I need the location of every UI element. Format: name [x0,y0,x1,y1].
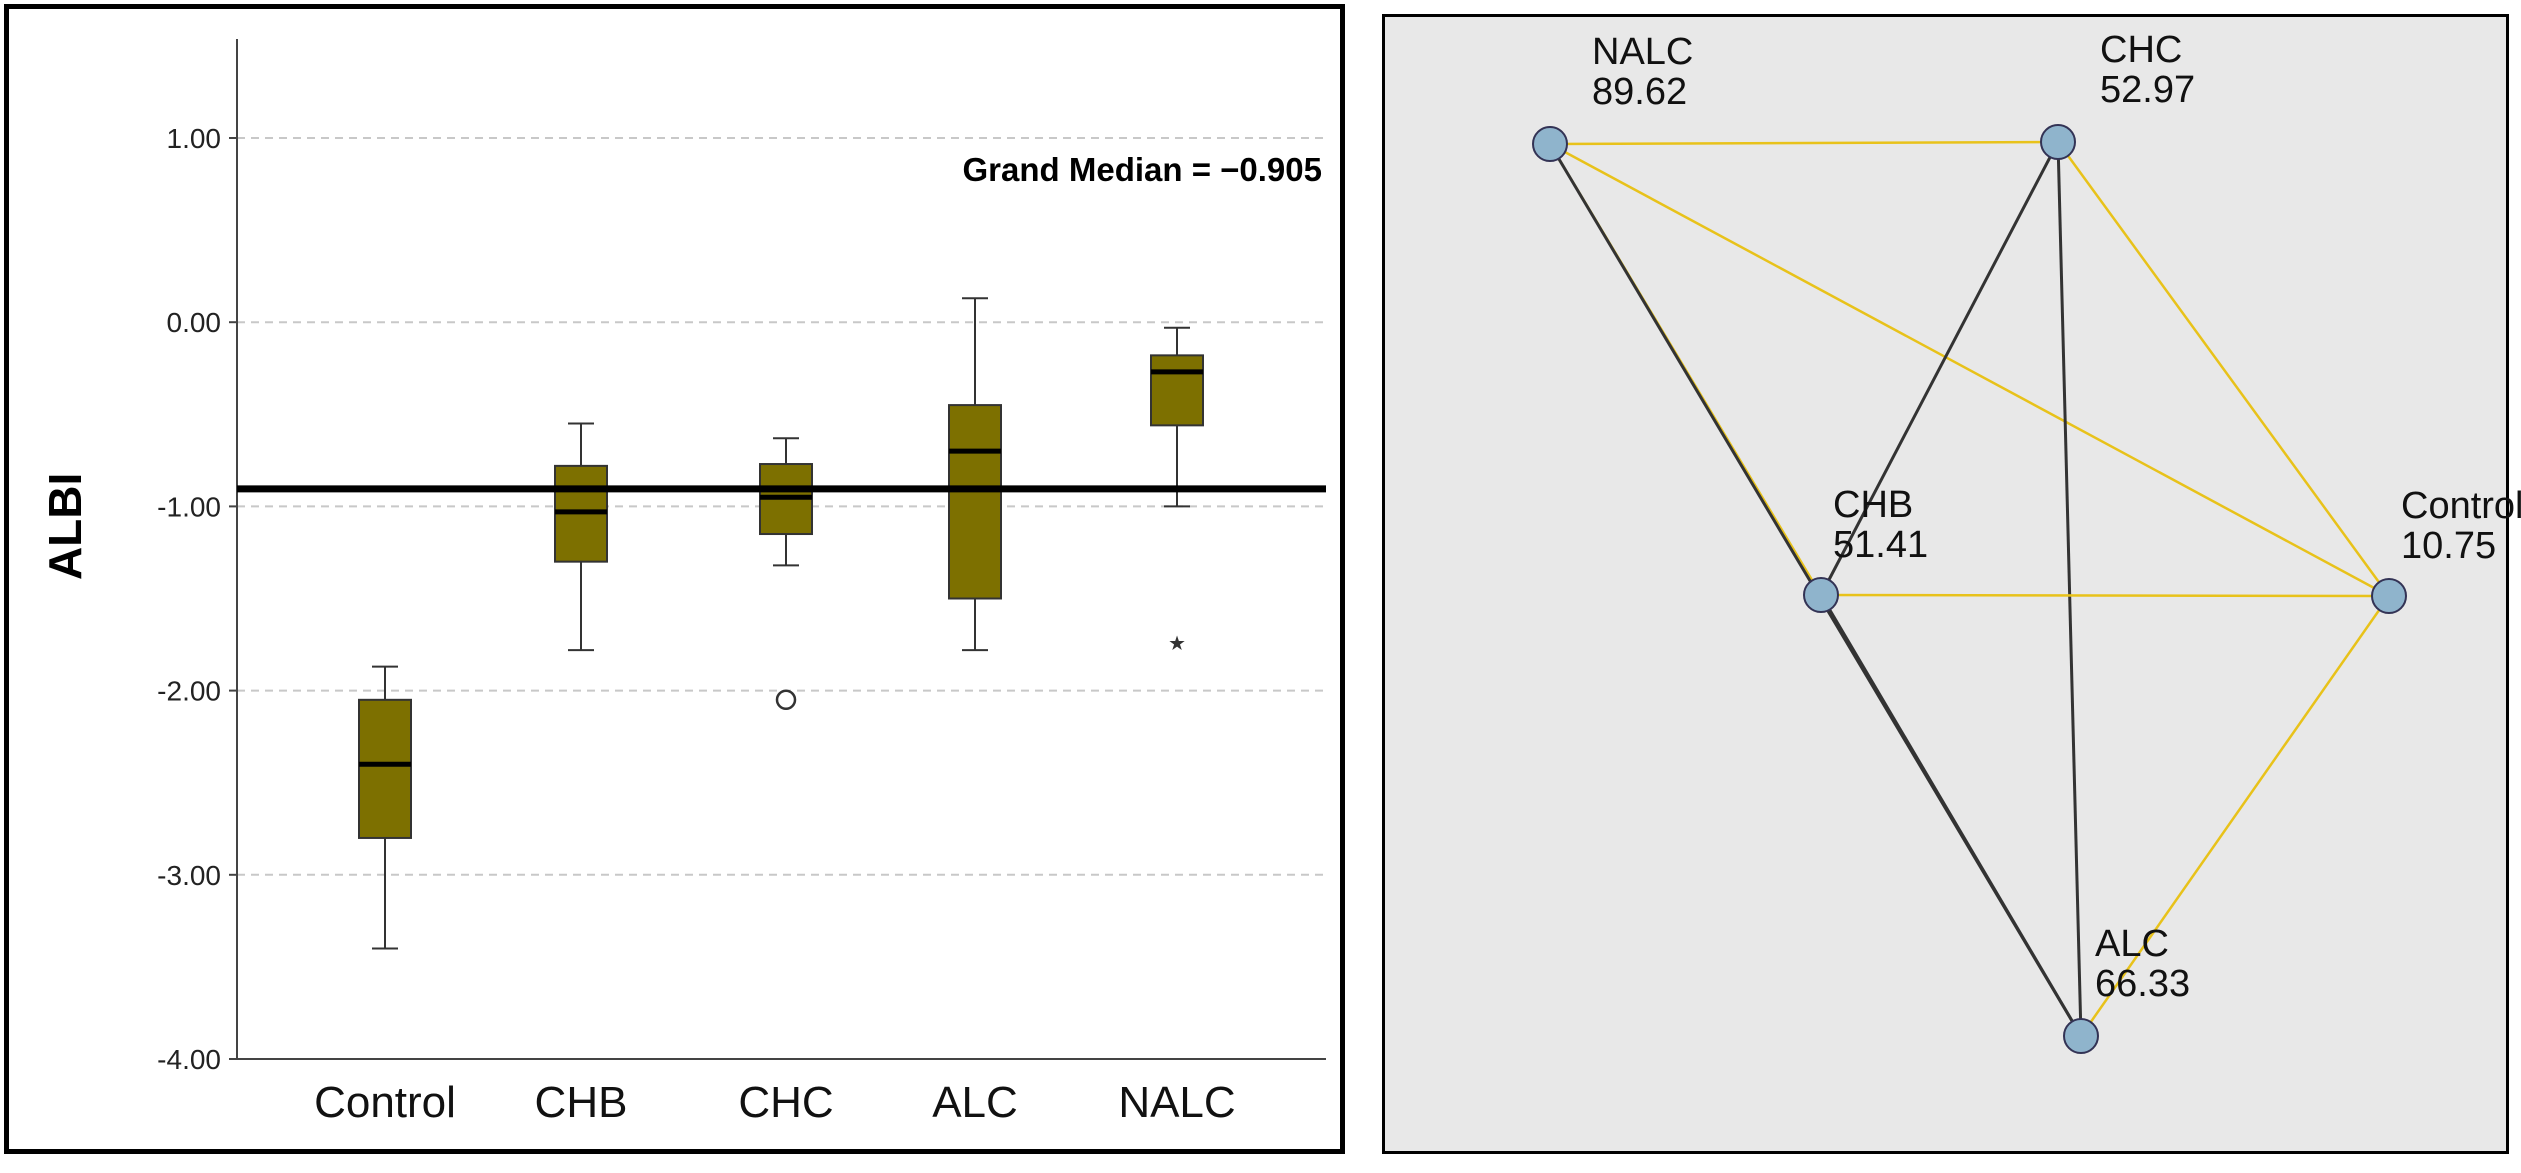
node-marker [2063,1018,2099,1054]
x-tick-label: NALC [1118,1078,1235,1127]
edge-chb-control [1820,593,2390,598]
node-name: CHB [1833,484,1913,526]
y-tick-label: 0.00 [167,307,222,338]
node-name: CHC [2100,29,2182,71]
node-name: NALC [1592,31,1693,73]
node-name: Control [2401,485,2521,527]
y-tick-label: -4.00 [157,1044,221,1075]
node-value: 51.41 [1833,524,1928,566]
box-chc [759,437,813,711]
x-tick-label: ALC [932,1078,1018,1127]
edge-nalc-chc [1549,140,2059,146]
y-tick-label: -3.00 [157,860,221,891]
edge-chc-control [2056,141,2391,597]
outlier-point [775,689,797,711]
box-alc [948,297,1002,652]
box-chb [554,422,608,652]
node-marker [1803,577,1839,613]
node-name: ALC [2095,923,2169,965]
edge-nalc-control [1549,142,2390,598]
extreme-point: ⋆ [1164,621,1189,665]
y-tick-label: 1.00 [167,123,222,154]
y-axis-title: ALBI [39,473,91,580]
edge-control-alc [2079,595,2391,1037]
node-marker [2040,124,2076,160]
box-iqr [948,404,1002,600]
box-iqr [1150,354,1204,427]
boxplot-panel: 1.00 0.00 -1.00 -2.00 -3.00 -4.00 ALBI Control C… [4,4,1345,1154]
node-marker [1532,126,1568,162]
edge-chc-alc [2056,141,2083,1037]
edge-chb-alc [1819,594,2083,1037]
grand-median-label: Grand Median = −0.905 [963,151,1323,188]
edge-chc-chb [1819,141,2060,596]
x-tick-label: Control [314,1078,456,1127]
node-value: 66.33 [2095,963,2190,1005]
y-tick-label: -1.00 [157,491,221,522]
x-tick-label: CHC [738,1078,833,1127]
box-nalc: ⋆ [1150,326,1204,665]
y-tick-label: -2.00 [157,676,221,707]
node-value: 89.62 [1592,71,1687,113]
albi-boxplot: 1.00 0.00 -1.00 -2.00 -3.00 -4.00 ALBI Control C… [39,39,1326,1127]
pairwise-comparison-panel: NALC 89.62 CHC 52.97 CHB 51.41 Control 10.75 ALC… [1382,14,2521,1154]
node-marker [2371,578,2407,614]
box-control [358,665,412,950]
node-value: 10.75 [2401,525,2496,567]
x-tick-label: CHB [535,1078,628,1127]
box-iqr [358,698,412,839]
node-value: 52.97 [2100,69,2195,111]
